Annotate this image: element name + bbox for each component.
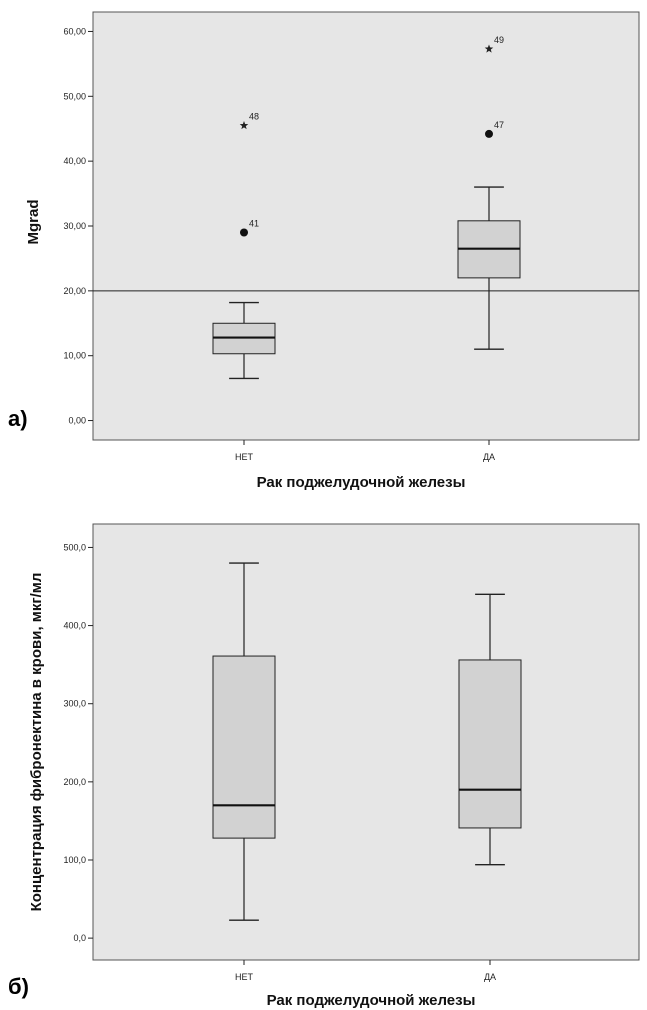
chart-a-ylabel: Mgrad bbox=[25, 200, 42, 245]
chart-b-fibronectin: 0,0 100,0 200,0 300,0 400,0 500,0 НЕТ ДА Концен… bbox=[8, 523, 640, 1009]
chart-b-ytick-label: 100,0 bbox=[63, 855, 86, 865]
chart-a-outlier bbox=[485, 129, 493, 138]
chart-a-panel-label: а) bbox=[8, 406, 28, 431]
chart-a-ytick-label: 50,00 bbox=[63, 91, 86, 101]
chart-a-ytick-label: 10,00 bbox=[63, 351, 86, 361]
chart-b-ytick-label: 400,0 bbox=[63, 621, 86, 631]
chart-a-ytick-label: 40,00 bbox=[63, 156, 86, 166]
chart-b-ytick-label: 200,0 bbox=[63, 777, 86, 787]
chart-a-xlabel: Рак поджелудочной железы bbox=[257, 474, 466, 491]
iqr-box bbox=[212, 655, 276, 839]
chart-a-xtick-label: НЕТ bbox=[235, 452, 254, 462]
chart-b-ytick-label: 0,0 bbox=[73, 933, 86, 943]
chart-a-outlier-extreme bbox=[484, 44, 494, 53]
chart-a-outlier-label: 49 bbox=[494, 35, 504, 45]
chart-b-ytick-label: 300,0 bbox=[63, 699, 86, 709]
chart-a-box-0 bbox=[212, 301, 276, 380]
chart-a-ytick-label: 30,00 bbox=[63, 221, 86, 231]
chart-a-mgrad: 0,00 10,00 20,00 30,00 40,00 50,00 60,00 НЕТ ДА 4… bbox=[8, 11, 640, 491]
chart-a-box-1 bbox=[457, 186, 521, 350]
chart-b-ytick-label: 500,0 bbox=[63, 542, 86, 552]
chart-b-box-0 bbox=[212, 562, 276, 921]
chart-a-plot-area bbox=[92, 11, 640, 441]
chart-a-outlier-label: 48 bbox=[249, 111, 259, 121]
chart-a-outlier bbox=[240, 228, 248, 237]
chart-b-xtick-label: НЕТ bbox=[235, 972, 254, 982]
chart-a-outlier-label: 41 bbox=[249, 218, 259, 228]
chart-a-ytick-label: 0,00 bbox=[68, 416, 86, 426]
chart-a-outlier-extreme bbox=[239, 120, 249, 130]
chart-b-plot-area bbox=[92, 523, 640, 961]
chart-b-xlabel: Рак поджелудочной железы bbox=[267, 992, 476, 1009]
chart-a-ytick-label: 60,00 bbox=[63, 26, 86, 36]
iqr-box bbox=[458, 659, 522, 829]
chart-b-panel-label: б) bbox=[8, 974, 29, 999]
chart-b-ylabel: Концентрация фибронектина в крови, мкг/м… bbox=[28, 573, 45, 912]
chart-b-xtick-label: ДА bbox=[484, 972, 496, 982]
chart-a-ytick-label: 20,00 bbox=[63, 286, 86, 296]
chart-a-outlier-label: 47 bbox=[494, 120, 504, 130]
chart-b-box-1 bbox=[458, 593, 522, 866]
chart-a-xtick-label: ДА bbox=[483, 452, 495, 462]
